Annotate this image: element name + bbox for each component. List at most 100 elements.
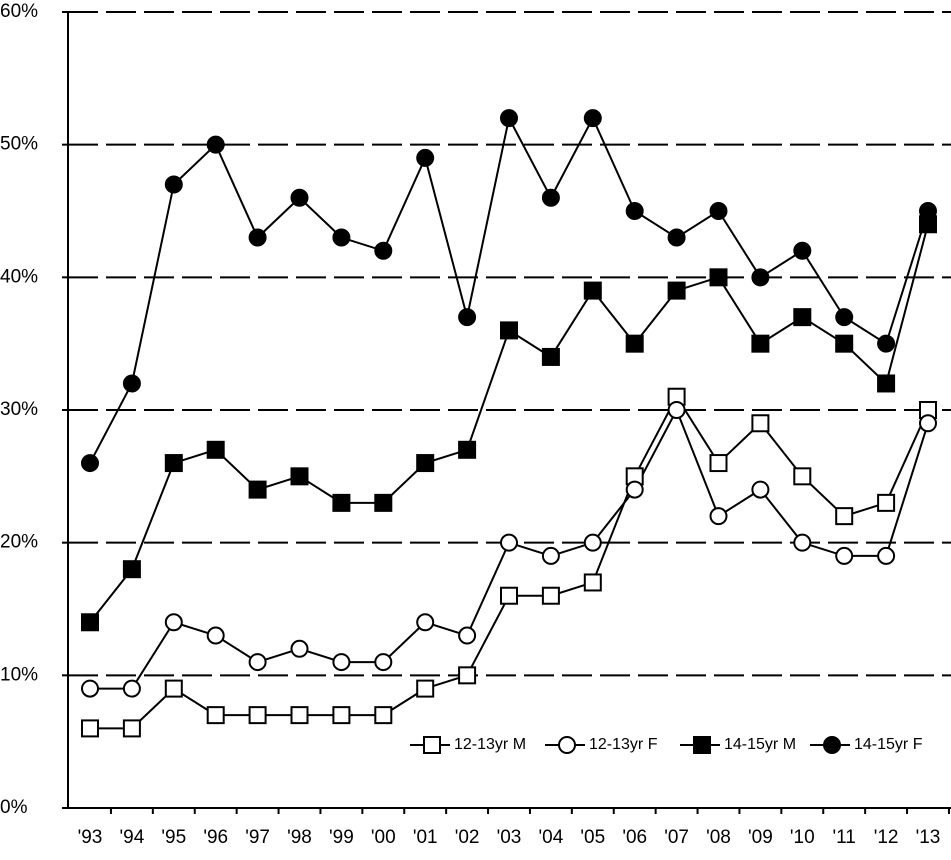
data-point [206,135,225,154]
data-point [332,706,351,725]
x-tick-label: '97 [245,827,270,848]
data-point [81,719,99,738]
data-point [709,268,728,287]
data-point [793,533,812,552]
data-point [374,653,393,672]
x-tick-label: '10 [790,827,815,848]
data-point [122,679,141,698]
y-tick-label: 0% [0,797,28,818]
data-point [458,666,477,685]
data-point [458,308,477,327]
y-tick-label: 50% [0,134,38,155]
x-tick-label: '00 [371,827,396,848]
y-tick-label: 10% [0,664,38,685]
data-point [625,334,644,353]
y-tick-label: 20% [0,532,38,553]
data-point [919,202,937,220]
data-point [248,653,267,672]
x-tick-label: '06 [622,827,647,848]
legend-item: 14-15yr F [810,736,923,754]
data-point [81,454,99,473]
data-point [206,626,225,645]
data-point [835,308,854,327]
legend-label: 12-13yr F [589,736,658,753]
data-point [122,719,141,738]
data-point [164,454,183,473]
data-point [374,241,393,260]
data-point [919,414,937,433]
data-point [416,454,435,473]
data-point [206,706,225,725]
data-point [81,613,99,632]
y-tick-label: 40% [0,266,38,287]
data-point [458,440,477,459]
data-point [835,546,854,565]
data-point [667,401,686,419]
x-tick-label: '95 [161,827,186,848]
data-point [290,188,309,207]
legend-item: 14-15yr M [680,736,796,754]
data-point [332,493,351,512]
data-point [164,175,183,194]
data-point [332,228,351,247]
data-point [541,188,560,207]
x-tick-label: '96 [203,827,228,848]
y-tick-label: 60% [0,1,38,22]
x-tick-label: '11 [833,827,856,848]
data-point [541,546,560,565]
x-tick-label: '07 [664,827,689,848]
data-point [290,706,309,725]
legend-marker [693,736,711,754]
data-point [877,374,896,393]
data-point [374,493,393,512]
y-tick-label: 30% [0,399,38,420]
series-line [89,224,929,623]
x-tick-label: '03 [497,827,522,848]
data-point [877,493,896,512]
series-line [89,115,929,464]
x-tick-label: '05 [580,827,605,848]
data-point [583,109,602,128]
data-point [583,573,602,592]
data-point [667,228,686,247]
data-point [709,454,728,473]
data-point [751,334,770,353]
x-tick-label: '02 [455,827,480,848]
legend-label: 12-13yr M [454,736,526,753]
data-point [416,148,435,167]
legend-label: 14-15yr M [724,736,796,753]
legend-marker [823,736,841,754]
legend: 12-13yr M 12-13yr F 14-15yr M 14-15yr F [410,736,923,754]
x-tick-label: '09 [748,827,773,848]
data-point [625,202,644,220]
data-point [583,533,602,552]
data-point [248,706,267,725]
x-tick-label: '93 [78,827,103,848]
data-point [793,308,812,327]
data-point [248,228,267,247]
data-point [122,374,141,393]
legend-label: 14-15yr F [854,736,923,753]
data-point [458,626,477,645]
data-point [500,321,518,340]
x-tick-label: '94 [120,827,145,848]
data-point [751,268,770,287]
data-point [290,467,309,486]
x-tick-label: '04 [539,827,564,848]
data-point [709,202,728,220]
data-point [877,546,896,565]
data-point [206,440,225,459]
x-tick-label: '12 [874,827,899,848]
data-point [835,334,854,353]
data-point [541,347,560,366]
data-point [625,480,644,499]
data-point [667,281,686,300]
data-point [751,414,770,433]
x-tick-label: '99 [329,827,354,848]
legend-item: 12-13yr F [545,736,658,754]
data-point [877,334,896,353]
x-tick-label: '08 [706,827,731,848]
data-point [332,653,351,672]
data-point [81,679,99,698]
